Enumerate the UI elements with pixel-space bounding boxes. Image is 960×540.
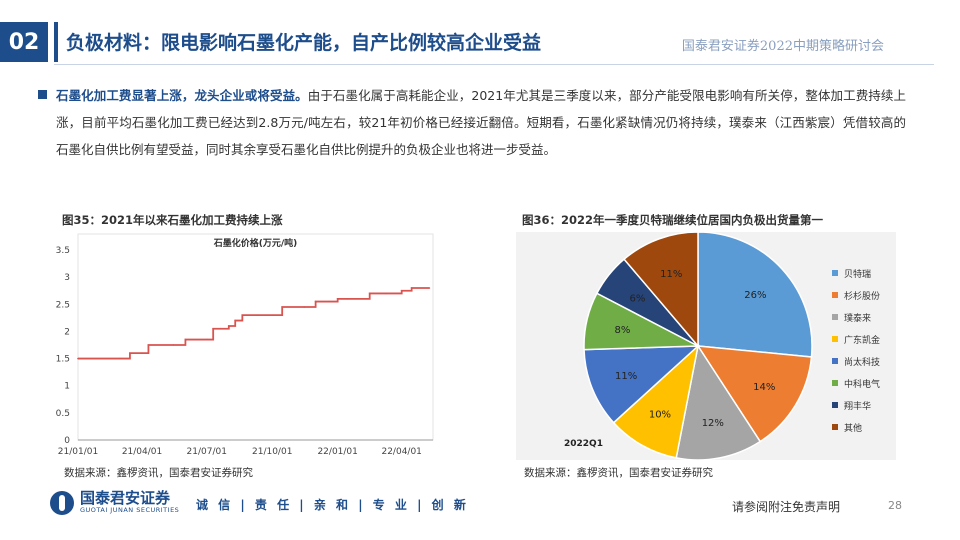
legend-label: 璞泰来 (844, 312, 871, 324)
x-tick-label: 22/04/01 (381, 447, 421, 457)
pie-percent-label: 26% (744, 290, 766, 301)
data-point (228, 325, 230, 327)
x-tick-label: 22/01/01 (317, 447, 357, 457)
figure35-source: 数据来源：鑫椤资讯，国泰君安证券研究 (64, 467, 253, 479)
pie-chart-svg: 26% 14% 12% 10% 11% 8% 6% 11% 2022Q1 贝特瑞杉杉股份璞泰来广东… (516, 231, 896, 461)
data-point (400, 289, 403, 292)
data-point (219, 327, 222, 330)
y-tick-label: 3 (64, 273, 70, 283)
title-divider (54, 64, 934, 65)
data-point (303, 306, 306, 308)
pie-slice (583, 345, 701, 424)
legend-swatch (832, 380, 838, 386)
data-point (271, 314, 274, 316)
page-title: 负极材料：限电影响石墨化产能，自产比例较高企业受益 (66, 32, 542, 54)
plot-area (77, 233, 434, 441)
data-point (77, 357, 79, 360)
pie-percent-label: 14% (753, 382, 775, 393)
data-point (212, 327, 214, 330)
data-point (234, 319, 237, 322)
y-tick-label: 0.5 (56, 409, 70, 419)
figure36-source: 数据来源：鑫椤资讯，国泰君安证券研究 (524, 467, 713, 479)
y-tick-label: 1.5 (56, 355, 70, 365)
logo-en-text: GUOTAI JUNAN SECURITIES (80, 506, 180, 514)
legend-label: 杉杉股份 (844, 290, 880, 302)
data-point (205, 338, 208, 341)
company-motto: 诚 信 | 责 任 | 亲 和 | 专 业 | 创 新 (196, 498, 469, 512)
data-point (314, 300, 317, 303)
data-point (410, 287, 413, 289)
body-paragraph: 石墨化加工费显著上涨，龙头企业或将受益。由于石墨化属于高耗能企业，2021年尤其… (56, 82, 906, 163)
pie-slice (675, 344, 762, 461)
period-label: 2022Q1 (564, 439, 603, 449)
logo-mark-icon (50, 490, 74, 515)
y-tick-label: 2.5 (56, 300, 70, 310)
pie-percent-label: 11% (660, 269, 682, 280)
data-point (241, 314, 244, 316)
y-tick-label: 0 (64, 436, 70, 446)
legend-swatch (832, 424, 838, 430)
y-tick-label: 2 (64, 327, 70, 337)
legend-label: 翔丰华 (844, 400, 871, 412)
page-number: 28 (888, 499, 902, 512)
legend-label: 广东凯金 (844, 334, 880, 346)
conference-name: 国泰君安证券2022中期策略研讨会 (681, 39, 884, 54)
legend-label: 贝特瑞 (844, 268, 871, 280)
pie-percent-label: 11% (615, 371, 637, 382)
slide-number: 02 (0, 22, 48, 62)
legend-swatch (832, 402, 838, 408)
company-logo: 国泰君安证券 GUOTAI JUNAN SECURITIES (50, 490, 179, 515)
x-tick-label: 21/04/01 (122, 447, 162, 457)
body-highlight: 石墨化加工费显著上涨，龙头企业或将受益。 (56, 88, 308, 103)
data-point (184, 338, 187, 341)
title-accent-bar (54, 22, 58, 62)
body-text: 由于石墨化属于高耗能企业，2021年尤其是三季度以来，部分产能受限电影响有所关停… (56, 88, 906, 157)
y-tick-label: 3.5 (56, 246, 70, 256)
y-tick-label: 1 (64, 382, 70, 392)
logo-cn-text: 国泰君安证券 (80, 489, 171, 507)
pie-slice (623, 231, 699, 349)
pie-slice (696, 345, 813, 443)
data-point (346, 298, 349, 300)
line-chart: 石墨化价格(万元/吨) 0 0.5 1 1.5 2 2.5 3 3.5 21/01/01 21/04… (48, 232, 438, 460)
data-point (328, 300, 330, 303)
figure36-title: 图36：2022年一季度贝特瑞继续位居国内负极出货量第一 (522, 213, 824, 227)
line-chart-svg: 石墨化价格(万元/吨) 0 0.5 1 1.5 2 2.5 3 3.5 21/01/01 21/04… (56, 233, 434, 457)
x-tick-label: 21/01/01 (58, 447, 98, 457)
figure35-title: 图35：2021年以来石墨化加工费持续上涨 (62, 213, 283, 227)
bullet-square-icon (38, 90, 47, 99)
pie-slice (612, 343, 700, 459)
data-point (129, 352, 131, 354)
chart-title: 石墨化价格(万元/吨) (213, 237, 298, 249)
data-point (147, 344, 150, 346)
data-point (172, 344, 175, 346)
x-tick-label: 21/10/01 (252, 447, 292, 457)
pie-slice (697, 231, 813, 358)
pie-chart: 26% 14% 12% 10% 11% 8% 6% 11% 2022Q1 贝特瑞杉杉股份璞泰来广东… (516, 231, 896, 461)
data-point (368, 292, 371, 295)
pie-percent-label: 10% (649, 410, 671, 421)
data-point (385, 292, 387, 295)
data-point (281, 306, 283, 308)
data-point (336, 298, 339, 300)
legend-swatch (832, 270, 838, 276)
data-point (119, 357, 121, 360)
legend-swatch (832, 292, 838, 298)
legend-swatch (832, 336, 838, 342)
pie-percent-label: 6% (629, 294, 645, 305)
pie-percent-label: 12% (702, 418, 724, 429)
legend-label: 中科电气 (844, 378, 880, 390)
legend-label: 其他 (844, 422, 862, 434)
legend-swatch (832, 314, 838, 320)
disclaimer-link[interactable]: 请参阅附注免责声明 (732, 500, 841, 514)
data-point (428, 287, 431, 289)
data-point (141, 352, 143, 354)
data-point (256, 314, 259, 316)
legend-label: 尚太科技 (844, 356, 880, 368)
legend-swatch (832, 358, 838, 364)
pie-percent-label: 8% (614, 325, 630, 336)
x-tick-label: 21/07/01 (187, 447, 227, 457)
